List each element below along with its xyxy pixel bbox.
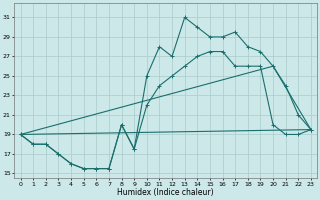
X-axis label: Humidex (Indice chaleur): Humidex (Indice chaleur) [117,188,214,197]
